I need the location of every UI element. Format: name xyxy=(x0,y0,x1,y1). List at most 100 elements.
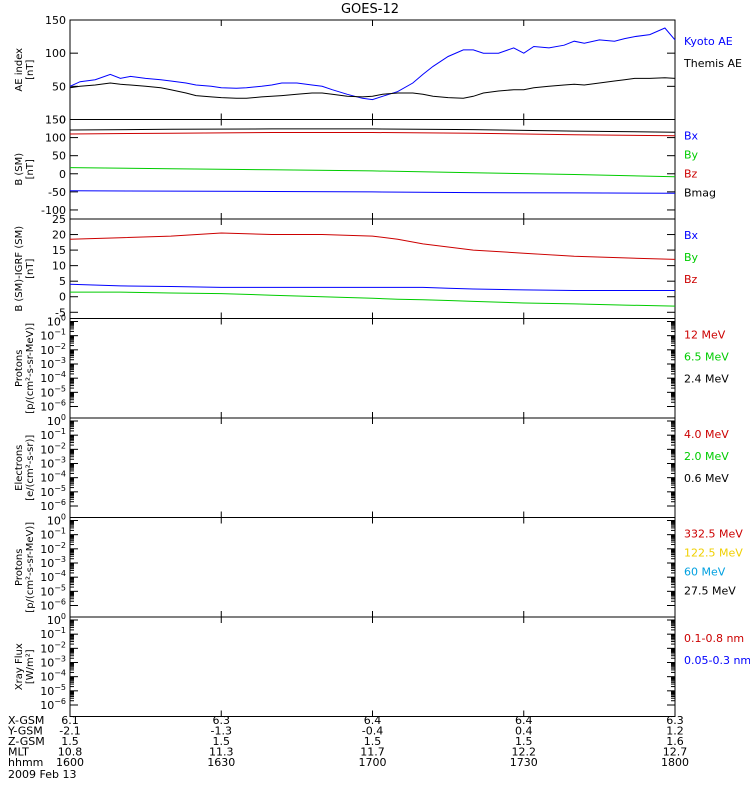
x-row-value: 1.6 xyxy=(666,735,684,748)
legend-entry: 0.1-0.8 nm xyxy=(684,632,744,645)
legend-entry: 332.5 MeV xyxy=(684,528,743,541)
y-axis-label: AE index[nT] xyxy=(14,48,36,92)
y-tick-label: 10−1 xyxy=(40,328,66,343)
panel-b_sm: -100 -50 0 50 100 150 B (SM)[nT] Bx By Bz Bmag xyxy=(14,114,716,220)
y-tick-label: 10−2 xyxy=(40,541,66,556)
x-row-value: 11.3 xyxy=(209,746,234,759)
date-label: 2009 Feb 13 xyxy=(8,768,76,781)
x-row-value: 1800 xyxy=(661,756,689,769)
y-tick-label: 10−2 xyxy=(40,640,66,655)
panel-frame xyxy=(69,318,676,419)
y-axis-label: B (SM)-IGRF (SM)[nT] xyxy=(14,226,36,312)
y-axis-label: Protons[p/(cm²-s-sr-MeV)] xyxy=(14,323,36,414)
plot-title: GOES-12 xyxy=(341,2,399,17)
y-tick-label: 100 xyxy=(47,413,66,428)
x-row-label: hhmm xyxy=(8,756,43,769)
x-row-value: 6.3 xyxy=(666,714,684,727)
panel-b_igrf: -5 0 5 10 15 20 25 B (SM)-IGRF (SM)[nT] Bx By Bz xyxy=(14,213,699,319)
y-tick-label: 50 xyxy=(52,150,66,163)
legend-entry: 122.5 MeV xyxy=(684,547,743,560)
x-row-value: -0.4 xyxy=(362,725,383,738)
y-tick-label: 150 xyxy=(45,114,66,127)
y-tick-label: 10−4 xyxy=(40,470,66,485)
y-tick-label: -100 xyxy=(41,204,66,217)
x-row-label: Z-GSM xyxy=(8,735,45,748)
series-line-themis-ae xyxy=(69,77,676,99)
legend-entry: Bmag xyxy=(684,187,716,200)
panel-frame xyxy=(69,19,676,120)
y-tick-label: 100 xyxy=(47,513,66,528)
x-row-value: 1.2 xyxy=(666,725,684,738)
y-tick-label: 10−3 xyxy=(40,555,66,570)
x-row-value: 1.5 xyxy=(364,735,382,748)
legend-entry: By xyxy=(684,251,699,264)
y-axis-label: Electrons[e/(cm²-s-sr)] xyxy=(14,435,36,501)
panel-frame xyxy=(69,616,676,717)
x-row-value: -1.3 xyxy=(211,725,232,738)
x-row-value: 1.5 xyxy=(61,735,79,748)
x-row-value: 11.7 xyxy=(360,746,385,759)
series-line-bz xyxy=(69,232,676,260)
legend-entry: Themis AE xyxy=(683,57,742,70)
legend-entry: Bz xyxy=(684,168,698,181)
legend-entry: 27.5 MeV xyxy=(684,585,736,598)
legend-entry: Bz xyxy=(684,273,698,286)
y-axis-label: Protons[p/(cm²-s-sr-MeV)] xyxy=(14,522,36,613)
series-line-by xyxy=(70,291,676,307)
legend-entry: 4.0 MeV xyxy=(684,428,729,441)
y-tick-label: 100 xyxy=(45,47,66,60)
x-row-label: Y-GSM xyxy=(7,725,43,738)
y-tick-label: 10−3 xyxy=(40,356,66,371)
y-tick-label: -50 xyxy=(48,186,66,199)
series-line-bmag xyxy=(69,128,676,133)
panel-frame xyxy=(69,517,676,618)
legend-entry: 2.4 MeV xyxy=(684,373,729,386)
panel-frame xyxy=(69,417,676,518)
x-row-value: 1.5 xyxy=(515,735,533,748)
y-tick-label: 10−5 xyxy=(40,583,66,598)
x-row-label: MLT xyxy=(8,746,29,759)
x-row-value: 0.4 xyxy=(515,725,533,738)
y-tick-label: 10−2 xyxy=(40,342,66,357)
y-tick-label: 100 xyxy=(47,612,66,627)
legend-entry: Bx xyxy=(684,229,699,242)
y-tick-label: 5 xyxy=(59,275,66,288)
y-tick-label: 0 xyxy=(59,168,66,181)
x-row-value: 6.1 xyxy=(61,714,79,727)
y-tick-label: 100 xyxy=(45,132,66,145)
series-line-by xyxy=(69,167,676,178)
y-tick-label: 10−6 xyxy=(40,697,66,712)
y-tick-label: 10−1 xyxy=(40,626,66,641)
y-tick-label: 10−4 xyxy=(40,370,66,385)
legend-entry: 2.0 MeV xyxy=(684,450,729,463)
panel-ae: 0 50 100 150 AE index[nT] Kyoto AE Themis AE xyxy=(14,14,742,127)
series-line-kyoto-ae xyxy=(69,27,676,101)
x-row-value: 6.4 xyxy=(515,714,533,727)
legend-entry: 0.6 MeV xyxy=(684,472,729,485)
series-line-bx xyxy=(69,283,675,291)
x-row-value: 1730 xyxy=(510,756,538,769)
x-axis-table: X-GSM 6.1 6.3 6.4 6.4 6.3 Y-GSM -2.1 -1.3 -0.4 0.4… xyxy=(7,714,689,769)
y-tick-label: 10−1 xyxy=(40,427,66,442)
y-axis-label: B (SM)[nT] xyxy=(14,153,36,186)
y-tick-label: 10−5 xyxy=(40,683,66,698)
x-row-label: X-GSM xyxy=(8,714,44,727)
y-tick-label: 0 xyxy=(59,291,66,304)
x-row-value: -2.1 xyxy=(59,725,80,738)
panel-frame xyxy=(69,218,676,319)
y-tick-label: 10 xyxy=(52,260,66,273)
x-row-value: 10.8 xyxy=(58,746,83,759)
y-tick-label: 10−5 xyxy=(40,484,66,499)
x-row-value: 6.3 xyxy=(213,714,231,727)
x-row-value: 1700 xyxy=(359,756,387,769)
y-tick-label: 25 xyxy=(52,213,66,226)
y-tick-label: 20 xyxy=(52,229,66,242)
y-tick-label: 0 xyxy=(59,114,66,127)
y-tick-label: 10−4 xyxy=(40,669,66,684)
series-line-bx xyxy=(69,190,676,194)
